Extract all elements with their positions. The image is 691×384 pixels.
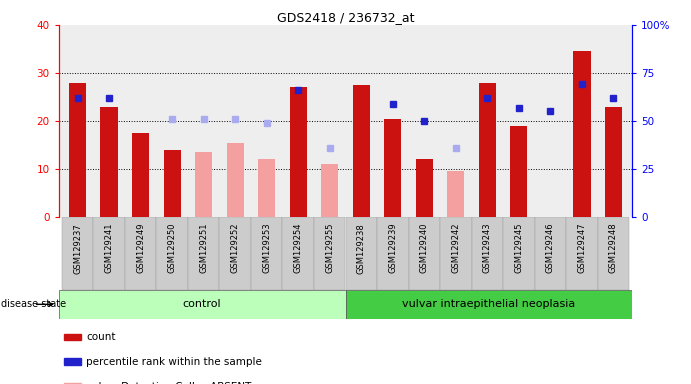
Text: GSM129243: GSM129243	[483, 223, 492, 273]
Bar	[125, 217, 156, 290]
Text: GSM129251: GSM129251	[199, 223, 208, 273]
Text: GSM129238: GSM129238	[357, 223, 366, 273]
Bar	[188, 217, 220, 290]
Bar	[64, 359, 81, 365]
Text: count: count	[86, 332, 116, 342]
Bar	[535, 217, 566, 290]
Bar	[195, 152, 212, 217]
Bar	[227, 142, 244, 217]
Bar	[605, 107, 622, 217]
Bar	[408, 217, 440, 290]
Bar	[164, 150, 181, 217]
Text: value, Detection Call = ABSENT: value, Detection Call = ABSENT	[86, 382, 252, 384]
Text: GSM129246: GSM129246	[546, 223, 555, 273]
Bar	[352, 85, 370, 217]
Text: GSM129249: GSM129249	[136, 223, 145, 273]
Bar	[598, 217, 629, 290]
Bar	[283, 217, 314, 290]
Bar	[251, 217, 283, 290]
Title: GDS2418 / 236732_at: GDS2418 / 236732_at	[277, 11, 414, 24]
Text: GSM129247: GSM129247	[578, 223, 587, 273]
Text: control: control	[183, 299, 221, 310]
Text: GSM129254: GSM129254	[294, 223, 303, 273]
Bar	[100, 107, 118, 217]
Text: vulvar intraepithelial neoplasia: vulvar intraepithelial neoplasia	[402, 299, 576, 310]
Text: GSM129237: GSM129237	[73, 223, 82, 273]
Bar	[346, 217, 377, 290]
Bar	[62, 217, 93, 290]
Bar	[156, 217, 188, 290]
Bar	[314, 217, 346, 290]
Text: GSM129239: GSM129239	[388, 223, 397, 273]
Text: GSM129253: GSM129253	[262, 223, 272, 273]
Bar	[321, 164, 339, 217]
Text: GSM129250: GSM129250	[168, 223, 177, 273]
Bar	[471, 217, 503, 290]
Bar	[64, 333, 81, 340]
Bar	[346, 290, 632, 319]
Text: GSM129242: GSM129242	[451, 223, 460, 273]
Bar	[377, 217, 408, 290]
Text: GSM129245: GSM129245	[514, 223, 523, 273]
Bar	[479, 83, 496, 217]
Bar	[503, 217, 535, 290]
Text: GSM129240: GSM129240	[419, 223, 429, 273]
Text: disease state: disease state	[1, 299, 66, 310]
Bar	[220, 217, 251, 290]
Bar	[440, 217, 471, 290]
Bar	[93, 217, 125, 290]
Bar	[384, 119, 401, 217]
Text: percentile rank within the sample: percentile rank within the sample	[86, 357, 262, 367]
Text: GSM129252: GSM129252	[231, 223, 240, 273]
Bar	[447, 171, 464, 217]
Text: GSM129255: GSM129255	[325, 223, 334, 273]
Bar	[258, 159, 276, 217]
Bar	[415, 159, 433, 217]
Bar	[510, 126, 527, 217]
Bar	[69, 83, 86, 217]
Bar	[573, 51, 591, 217]
Text: GSM129248: GSM129248	[609, 223, 618, 273]
Bar	[164, 152, 181, 217]
Bar	[290, 88, 307, 217]
Bar	[59, 290, 346, 319]
Bar	[132, 133, 149, 217]
Bar	[566, 217, 598, 290]
Bar	[64, 383, 81, 384]
Text: GSM129241: GSM129241	[104, 223, 113, 273]
